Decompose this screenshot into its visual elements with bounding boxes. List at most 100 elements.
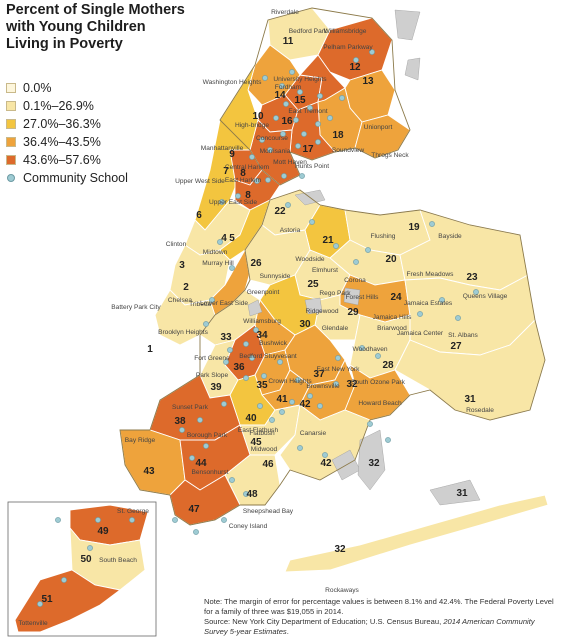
place-label: Woodhaven <box>352 346 387 353</box>
place-label: Bensonhurst <box>191 469 228 476</box>
place-label: Astoria <box>280 227 301 234</box>
district-label-40: 40 <box>245 413 257 424</box>
community-school-marker <box>317 403 323 409</box>
community-school-marker <box>297 445 303 451</box>
place-label: Canarsie <box>300 430 327 437</box>
place-label: Mott Haven <box>273 159 307 166</box>
community-school-marker <box>217 239 223 245</box>
community-school-marker <box>375 353 381 359</box>
place-label: Sunset Park <box>172 404 209 411</box>
community-school-marker <box>365 247 371 253</box>
place-label: East New York <box>317 366 361 373</box>
community-school-marker <box>367 421 373 427</box>
community-school-marker <box>285 202 291 208</box>
place-label: South Ozone Park <box>351 379 406 386</box>
community-school-marker <box>261 373 267 379</box>
community-school-icon <box>7 174 15 182</box>
place-label: Flushing <box>371 233 396 240</box>
district-label-36: 36 <box>233 362 245 373</box>
community-school-marker <box>439 297 445 303</box>
community-school-marker <box>61 577 67 583</box>
legend-swatch <box>6 155 16 165</box>
place-label: Williamsburg <box>243 318 281 325</box>
district-label-13: 13 <box>362 76 374 87</box>
district-label-32: 32 <box>368 458 380 469</box>
district-area-12 <box>317 17 393 81</box>
legend-item: 36.4%–43.5% <box>6 133 128 151</box>
source-text: Source: New York City Department of Educ… <box>204 617 535 636</box>
legend-label: 43.6%–57.6% <box>23 153 101 167</box>
legend-item-community-school: Community School <box>6 169 128 187</box>
district-label-35: 35 <box>256 380 268 391</box>
place-label: High-bridge <box>235 122 269 129</box>
community-school-marker <box>265 177 271 183</box>
place-label: Queens Village <box>463 293 508 300</box>
community-school-marker <box>179 427 185 433</box>
community-school-marker <box>455 315 461 321</box>
community-school-marker <box>55 517 61 523</box>
place-label: Morrisania <box>260 148 291 155</box>
place-label: Throgs Neck <box>371 152 409 159</box>
place-label: Clinton <box>166 241 187 248</box>
place-label: Bedford Park <box>289 28 328 35</box>
district-label-22: 22 <box>274 206 286 217</box>
legend-label: 0.1%–26.9% <box>23 99 94 113</box>
community-school-marker <box>172 517 178 523</box>
community-school-marker <box>315 121 321 127</box>
community-school-marker <box>129 517 135 523</box>
district-label-42: 42 <box>320 458 332 469</box>
community-school-marker <box>333 243 339 249</box>
district-label-7: 7 <box>223 166 229 177</box>
note-text: Note: The margin of error for percentage… <box>204 597 554 616</box>
community-school-marker <box>289 69 295 75</box>
district-label-37: 37 <box>313 369 325 380</box>
district-label-33: 33 <box>220 332 232 343</box>
place-label: Tottenville <box>18 620 48 627</box>
place-label: Fresh Meadows <box>407 271 455 278</box>
district-label-14: 14 <box>274 90 286 101</box>
place-label: Borough Park <box>187 432 228 439</box>
place-label: East Harlem <box>225 177 262 184</box>
district-label-15: 15 <box>294 95 306 106</box>
community-school-marker <box>307 105 313 111</box>
legend-label: 36.4%–43.5% <box>23 135 101 149</box>
community-school-marker <box>473 289 479 295</box>
district-label-28: 28 <box>382 360 394 371</box>
place-label: Hunts Point <box>295 163 329 170</box>
community-school-marker <box>249 154 255 160</box>
district-label-42: 42 <box>299 399 311 410</box>
district-label-11: 11 <box>283 36 294 47</box>
legend-swatch <box>6 137 16 147</box>
manhattan <box>154 64 281 346</box>
district-label-46: 46 <box>262 459 274 470</box>
community-school-marker <box>221 401 227 407</box>
community-school-marker <box>193 529 199 535</box>
district-label-41: 41 <box>276 394 288 405</box>
legend-title-line-1: Percent of Single Mothers <box>6 2 185 18</box>
community-school-marker <box>249 355 255 361</box>
community-school-marker <box>429 221 435 227</box>
legend-item: 0.1%–26.9% <box>6 97 128 115</box>
community-school-marker <box>243 491 249 497</box>
place-label: Bedford Stuyvesant <box>239 353 297 360</box>
community-school-marker <box>317 93 323 99</box>
district-label-49: 49 <box>97 526 109 537</box>
place-label: Central Harlem <box>225 164 270 171</box>
community-school-marker <box>297 89 303 95</box>
community-school-marker <box>37 601 43 607</box>
community-school-marker <box>295 143 301 149</box>
legend-swatch <box>6 83 16 93</box>
place-label: St. George <box>117 508 149 515</box>
community-school-marker <box>335 355 341 361</box>
place-label: Forest Hills <box>346 294 380 301</box>
district-label-50: 50 <box>80 554 92 565</box>
community-school-marker <box>307 393 313 399</box>
district-label-27: 27 <box>450 341 462 352</box>
place-label: St. Albans <box>448 332 478 339</box>
district-label-51: 51 <box>41 594 53 605</box>
community-school-marker <box>299 173 305 179</box>
community-school-marker <box>235 193 241 199</box>
place-label: Brooklyn Heights <box>158 329 209 336</box>
place-label: Soundview <box>332 147 364 154</box>
